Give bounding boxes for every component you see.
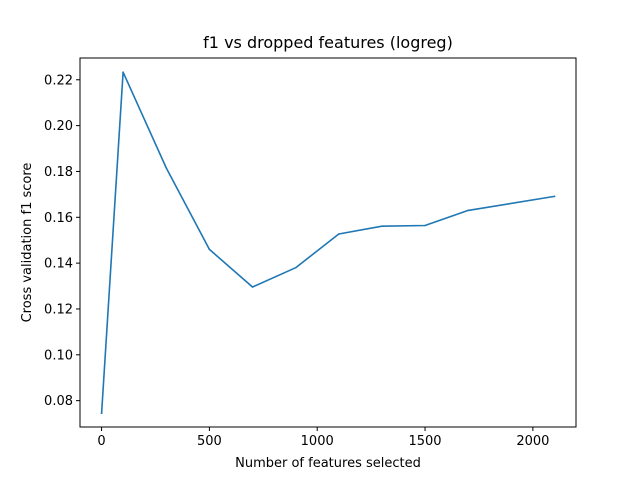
data-point bbox=[467, 209, 469, 212]
data-point bbox=[381, 225, 383, 228]
x-tick-label: 0 bbox=[97, 434, 105, 449]
data-point bbox=[100, 412, 103, 415]
y-axis-label: Cross validation f1 score bbox=[20, 163, 35, 323]
axis-ticks: 0 500 1000 1500 2000 0.08 0.10 0.12 0.14 0.16 0.18… bbox=[44, 73, 549, 449]
y-tick-label: 0.14 bbox=[44, 257, 73, 272]
data-point bbox=[251, 286, 254, 288]
data-point bbox=[424, 224, 426, 227]
plot-frame bbox=[79, 57, 577, 428]
data-point bbox=[122, 71, 124, 74]
data-point bbox=[165, 167, 168, 169]
y-tick-label: 0.10 bbox=[44, 348, 73, 363]
data-point bbox=[208, 248, 211, 251]
data-point bbox=[553, 195, 556, 198]
x-axis-label: Number of features selected bbox=[235, 456, 421, 471]
y-tick-label: 0.18 bbox=[44, 165, 73, 180]
y-tick-label: 0.08 bbox=[44, 394, 73, 409]
series-layer bbox=[100, 71, 556, 415]
x-tick-label: 1500 bbox=[408, 434, 441, 449]
y-tick-label: 0.22 bbox=[44, 73, 73, 88]
x-tick-label: 2000 bbox=[516, 434, 549, 449]
x-tick-label: 500 bbox=[197, 434, 222, 449]
y-tick-label: 0.16 bbox=[44, 211, 73, 226]
y-tick-label: 0.20 bbox=[44, 119, 73, 134]
y-tick-label: 0.12 bbox=[44, 302, 73, 317]
data-point bbox=[337, 233, 340, 235]
chart-title: f1 vs dropped features (logreg) bbox=[203, 33, 453, 52]
x-tick-label: 1000 bbox=[301, 434, 334, 449]
data-point bbox=[294, 266, 297, 269]
